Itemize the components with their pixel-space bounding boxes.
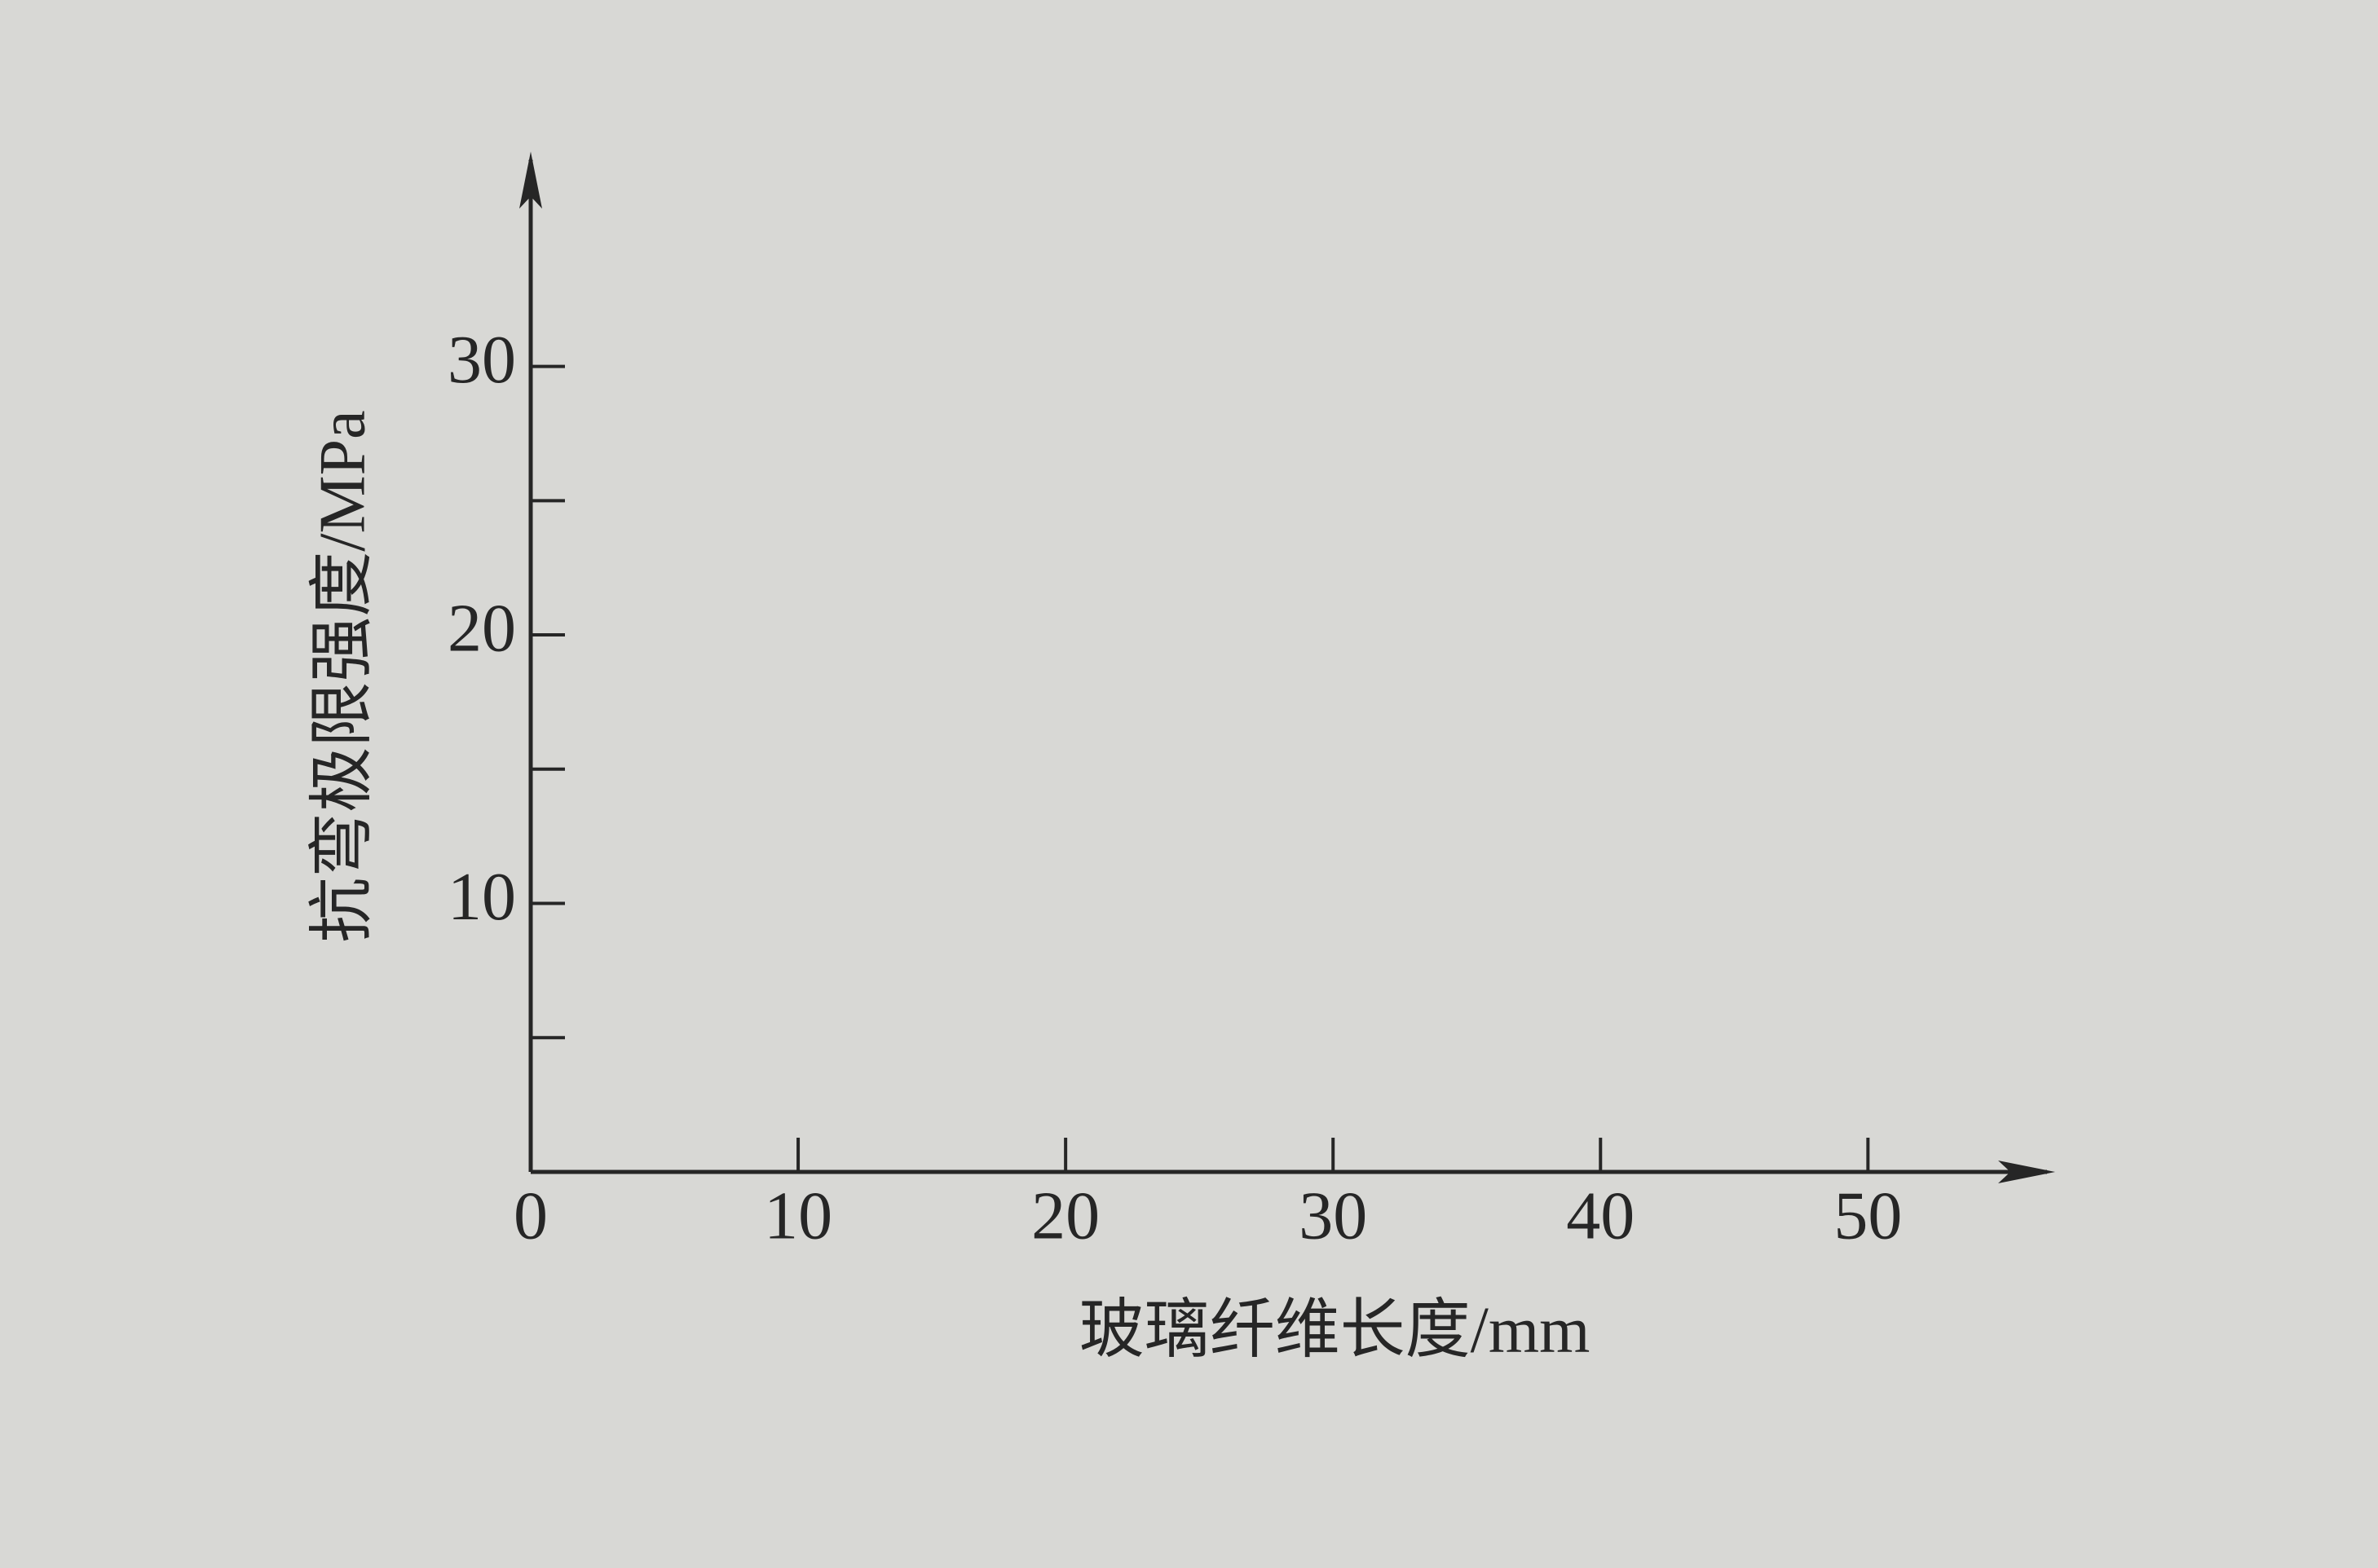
y-axis-title: 抗弯极限强度/MPa [307,410,378,942]
x-tick-label: 50 [1833,1178,1902,1253]
x-tick-label: 30 [1299,1178,1367,1253]
x-axis-title: 玻璃纤维长度/mm [1079,1294,1590,1366]
y-tick-label: 20 [448,590,516,666]
x-tick-label: 20 [1031,1178,1100,1253]
x-tick-label: 40 [1566,1178,1635,1253]
x-tick-label: 10 [764,1178,832,1253]
y-tick-label: 30 [448,322,516,398]
x-tick-label: 0 [514,1178,548,1253]
y-tick-label: 10 [448,859,516,935]
y-axis-arrow [519,152,542,209]
x-axis-arrow [1998,1161,2055,1183]
